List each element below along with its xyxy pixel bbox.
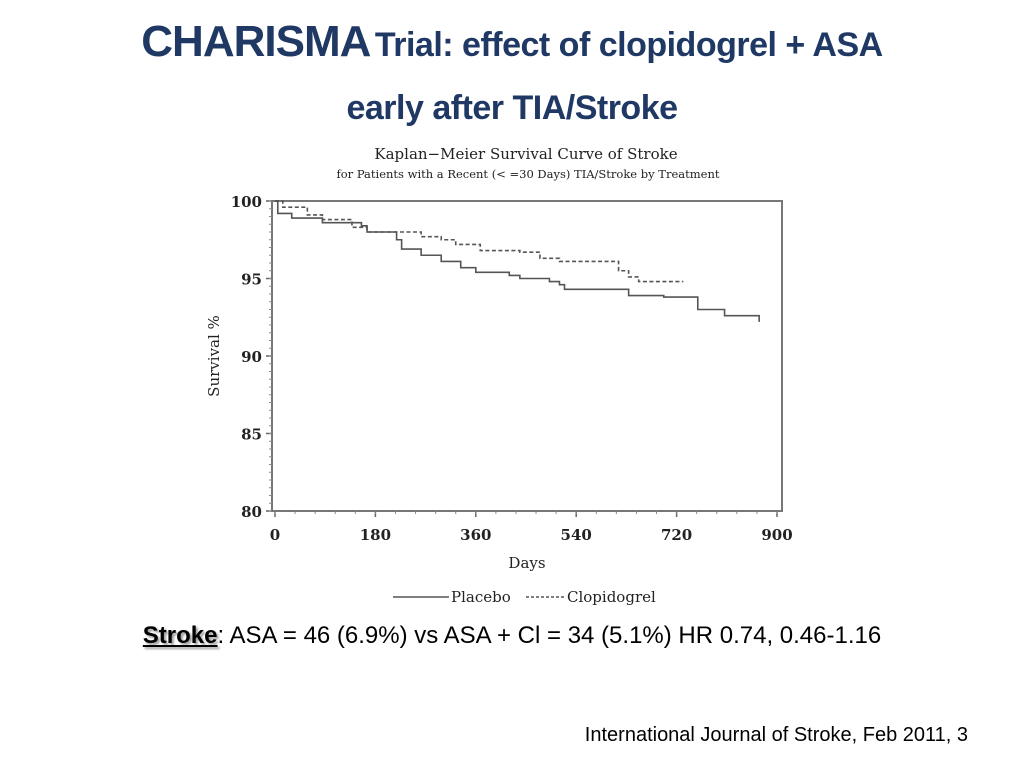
y-tick-label: 90: [241, 348, 262, 366]
y-axis: 80 85 90 95 100: [231, 193, 272, 521]
x-tick-label: 0: [270, 526, 280, 544]
summary-keyword: Stroke: [142, 622, 218, 649]
title-subject: Trial: effect of clopidogrel + ASA: [374, 26, 883, 64]
legend-clopidogrel-label: Clopidogrel: [567, 588, 656, 606]
series-placebo-curve: [275, 200, 760, 322]
x-tick-label: 540: [561, 526, 592, 544]
legend: Placebo Clopidogrel: [393, 588, 656, 606]
title-line2: early after TIA/Stroke: [346, 89, 678, 127]
y-tick-label: 100: [231, 193, 262, 211]
plot-frame: [271, 200, 783, 512]
x-tick-label: 720: [661, 526, 692, 544]
x-axis: 0 180 360 540 720 900: [270, 511, 793, 544]
x-axis-label: Days: [508, 554, 545, 572]
legend-placebo-label: Placebo: [451, 588, 511, 606]
stroke-summary: Stroke: ASA = 46 (6.9%) vs ASA + Cl = 34…: [0, 622, 1024, 650]
y-tick-label: 80: [241, 503, 262, 521]
title-trial-name: CHARISMA: [141, 17, 371, 66]
series-clopidogrel-curve: [275, 200, 684, 283]
x-tick-label: 900: [761, 526, 792, 544]
chart-subtitle: for Patients with a Recent (< =30 Days) …: [337, 167, 720, 181]
x-tick-label: 180: [360, 526, 391, 544]
y-tick-label: 85: [241, 426, 262, 444]
slide-title: CHARISMA Trial: effect of clopidogrel + …: [0, 14, 1024, 136]
y-axis-label: Survival %: [205, 315, 223, 397]
summary-text: : ASA = 46 (6.9%) vs ASA + Cl = 34 (5.1%…: [217, 622, 882, 649]
x-tick-label: 360: [460, 526, 491, 544]
curves: [275, 200, 760, 322]
chart-title: Kaplan−Meier Survival Curve of Stroke: [374, 145, 677, 163]
y-tick-label: 95: [241, 271, 262, 289]
minor-ticks: [269, 200, 778, 514]
km-chart: Kaplan−Meier Survival Curve of Stroke fo…: [205, 145, 793, 606]
citation: International Journal of Stroke, Feb 201…: [584, 724, 968, 746]
